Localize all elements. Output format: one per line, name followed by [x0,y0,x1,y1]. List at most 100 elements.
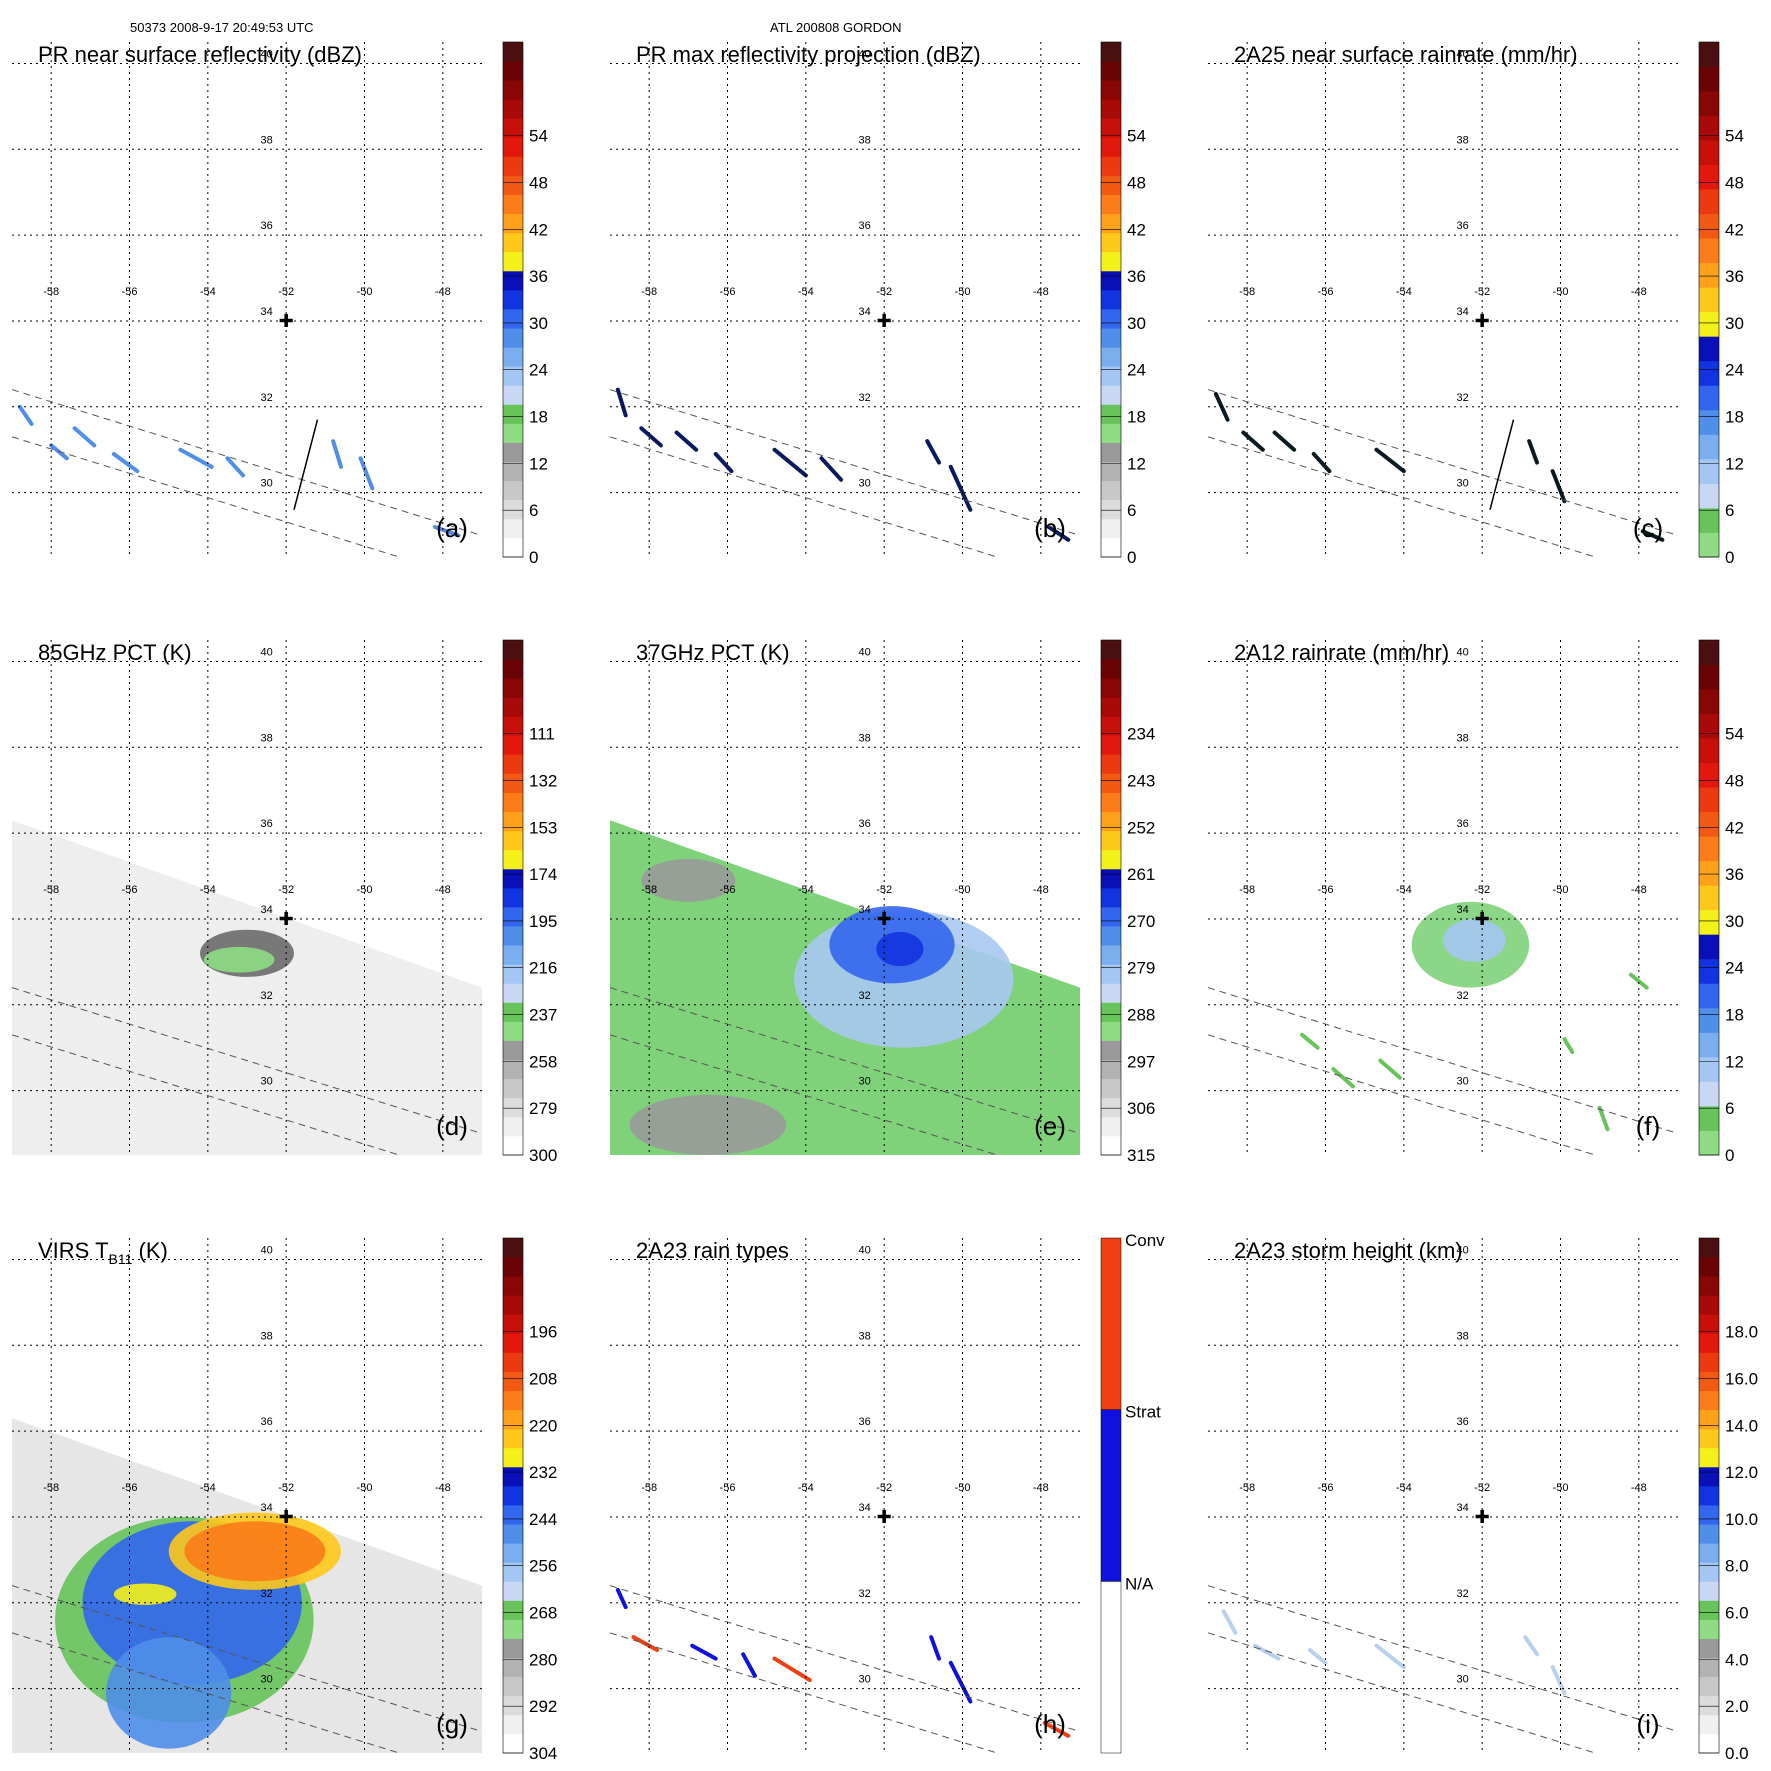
colorbar-swatch [1699,213,1719,239]
colorbar-swatch [1699,1295,1719,1315]
panel-f-rain-cell-5 [1597,1105,1610,1132]
panel-g-lat-tick-label: 30 [260,1674,272,1686]
panel-a-lon-tick-label: -56 [122,286,138,298]
colorbar-tick-label: 12.0 [1725,1463,1758,1482]
colorbar-swatch [503,830,523,851]
panel-a-swath-edge-1 [12,436,401,557]
panel-a-colorbar: 0 6 12 18 24 30 36 42 48 54 [502,41,548,567]
colorbar-swatch [1101,945,1121,965]
colorbar-tick-label: 306 [1127,1099,1155,1118]
colorbar-swatch [1101,1040,1121,1061]
colorbar-swatch [1699,811,1719,837]
colorbar-swatch [1699,885,1719,911]
colorbar-swatch [1699,1638,1719,1659]
panel-c-label: (c) [1633,513,1663,543]
colorbar-tick-label: 256 [529,1557,557,1576]
colorbar-swatch [503,289,523,310]
colorbar-swatch [503,1562,523,1582]
panel-h-rain-cell-5 [929,1635,941,1661]
colorbar-swatch [1101,1097,1121,1118]
panel-c-rain-cell-3 [1311,452,1332,474]
panel-d-lat-tick-label: 30 [260,1076,272,1088]
colorbar-tick-label: 30 [1725,314,1744,333]
panel-e-swath-edge-0 [610,987,1080,1135]
panel-e-feature-2 [876,931,924,967]
panel-h-lon-tick-label: -52 [876,1482,892,1494]
colorbar-swatch [503,99,523,119]
panel-c-lon-tick-label: -58 [1239,286,1255,298]
panel-i-storm-center-marker: ✚ [1475,1507,1490,1528]
colorbar-swatch [503,1257,523,1277]
colorbar-swatch [1699,1238,1719,1258]
colorbar-swatch [1101,251,1121,272]
colorbar-swatch [1101,716,1121,736]
panel-a-rain-cell-0 [17,404,34,426]
panel-e-lat-tick-label: 36 [858,818,870,830]
colorbar-swatch [1101,830,1121,851]
colorbar-tick-label: Conv [1125,1231,1165,1250]
panel-e-lon-tick-label: -50 [955,884,971,896]
colorbar-swatch [1101,270,1121,291]
colorbar-swatch [1699,532,1719,558]
colorbar-swatch [1699,640,1719,665]
panel-h-rain-cell-6 [948,1660,973,1704]
panel-f-lon-tick-label: -48 [1631,884,1647,896]
colorbar-tick-label: 18.0 [1725,1323,1758,1342]
panel-h-lat-tick-label: 34 [858,1502,870,1514]
colorbar-swatch [1101,1116,1121,1137]
colorbar-tick-label: 30 [1127,314,1146,333]
colorbar-swatch [503,1352,523,1372]
panel-a-label: (a) [436,513,468,543]
orbit-time-header: 50373 2008-9-17 20:49:53 UTC [130,20,314,35]
colorbar-swatch [1699,262,1719,288]
panel-a-lat-tick-label: 40 [260,48,272,60]
colorbar-tick-label: 195 [529,912,557,931]
colorbar-swatch [503,1116,523,1137]
colorbar-swatch [1101,926,1121,946]
panel-e-title: 37GHz PCT (K) [636,640,790,665]
panel-i-lat-tick-label: 40 [1456,1244,1468,1256]
panel-c-lat-tick-label: 30 [1456,478,1468,490]
colorbar-swatch [503,1466,523,1487]
panel-c-lat-tick-label: 34 [1456,306,1468,318]
colorbar-swatch [1699,1276,1719,1296]
colorbar-swatch [1101,309,1121,329]
panel-f: -58 -56 -54 -52 -50 -48 30 32 34 36 38 40 ✚ 2A12 rain… [1208,639,1744,1165]
colorbar-tick-label: 220 [529,1416,557,1435]
panel-f-lon-tick-label: -52 [1474,884,1490,896]
colorbar-swatch [1699,385,1719,411]
colorbar-tick-label: 261 [1127,865,1155,884]
panel-h-lon-tick-label: -48 [1033,1482,1049,1494]
colorbar-tick-label: 0 [1127,548,1136,567]
panel-b-lon-tick-label: -54 [798,286,814,298]
colorbar-swatch [503,1657,523,1678]
colorbar-swatch [1699,1562,1719,1582]
panel-g-title: VIRS TB11 (K) [38,1238,168,1267]
colorbar-swatch [1699,360,1719,386]
colorbar-swatch [1101,518,1121,539]
panel-d-swath-edge-0 [12,987,482,1135]
panel-i-lon-tick-label: -50 [1553,1482,1569,1494]
panel-b: -58 -56 -54 -52 -50 -48 30 32 34 36 38 40 ✚ PR max re… [610,41,1146,567]
panel-b-lat-tick-label: 38 [858,134,870,146]
colorbar-swatch [503,1447,523,1468]
colorbar-tick-label: 48 [1127,173,1146,192]
colorbar-swatch [1699,1352,1719,1372]
colorbar-tick-label: 243 [1127,771,1155,790]
panel-i-swath-edge-0 [1208,1585,1678,1733]
panel-c-swath-edge-0 [1208,389,1678,537]
colorbar-tick-label: 16.0 [1725,1369,1758,1388]
colorbar-tick-label: 54 [1725,725,1744,744]
panel-c-rain-cell-6 [1550,469,1567,504]
panel-d-lon-tick-label: -58 [43,884,59,896]
colorbar-tick-label: 304 [529,1744,557,1763]
colorbar-tick-label: 30 [529,314,548,333]
panel-b-lat-tick-label: 40 [858,48,870,60]
colorbar-tick-label: 42 [1127,220,1146,239]
panel-i-lon-tick-label: -58 [1239,1482,1255,1494]
panel-b-lat-tick-label: 34 [858,306,870,318]
colorbar-swatch [1699,713,1719,739]
panel-d: -58 -56 -54 -52 -50 -48 30 32 34 36 38 40 ✚ 85GHz PCT… [12,639,557,1165]
colorbar-tick-label: 18 [1725,408,1744,427]
colorbar-tick-label: 24 [1725,361,1744,380]
